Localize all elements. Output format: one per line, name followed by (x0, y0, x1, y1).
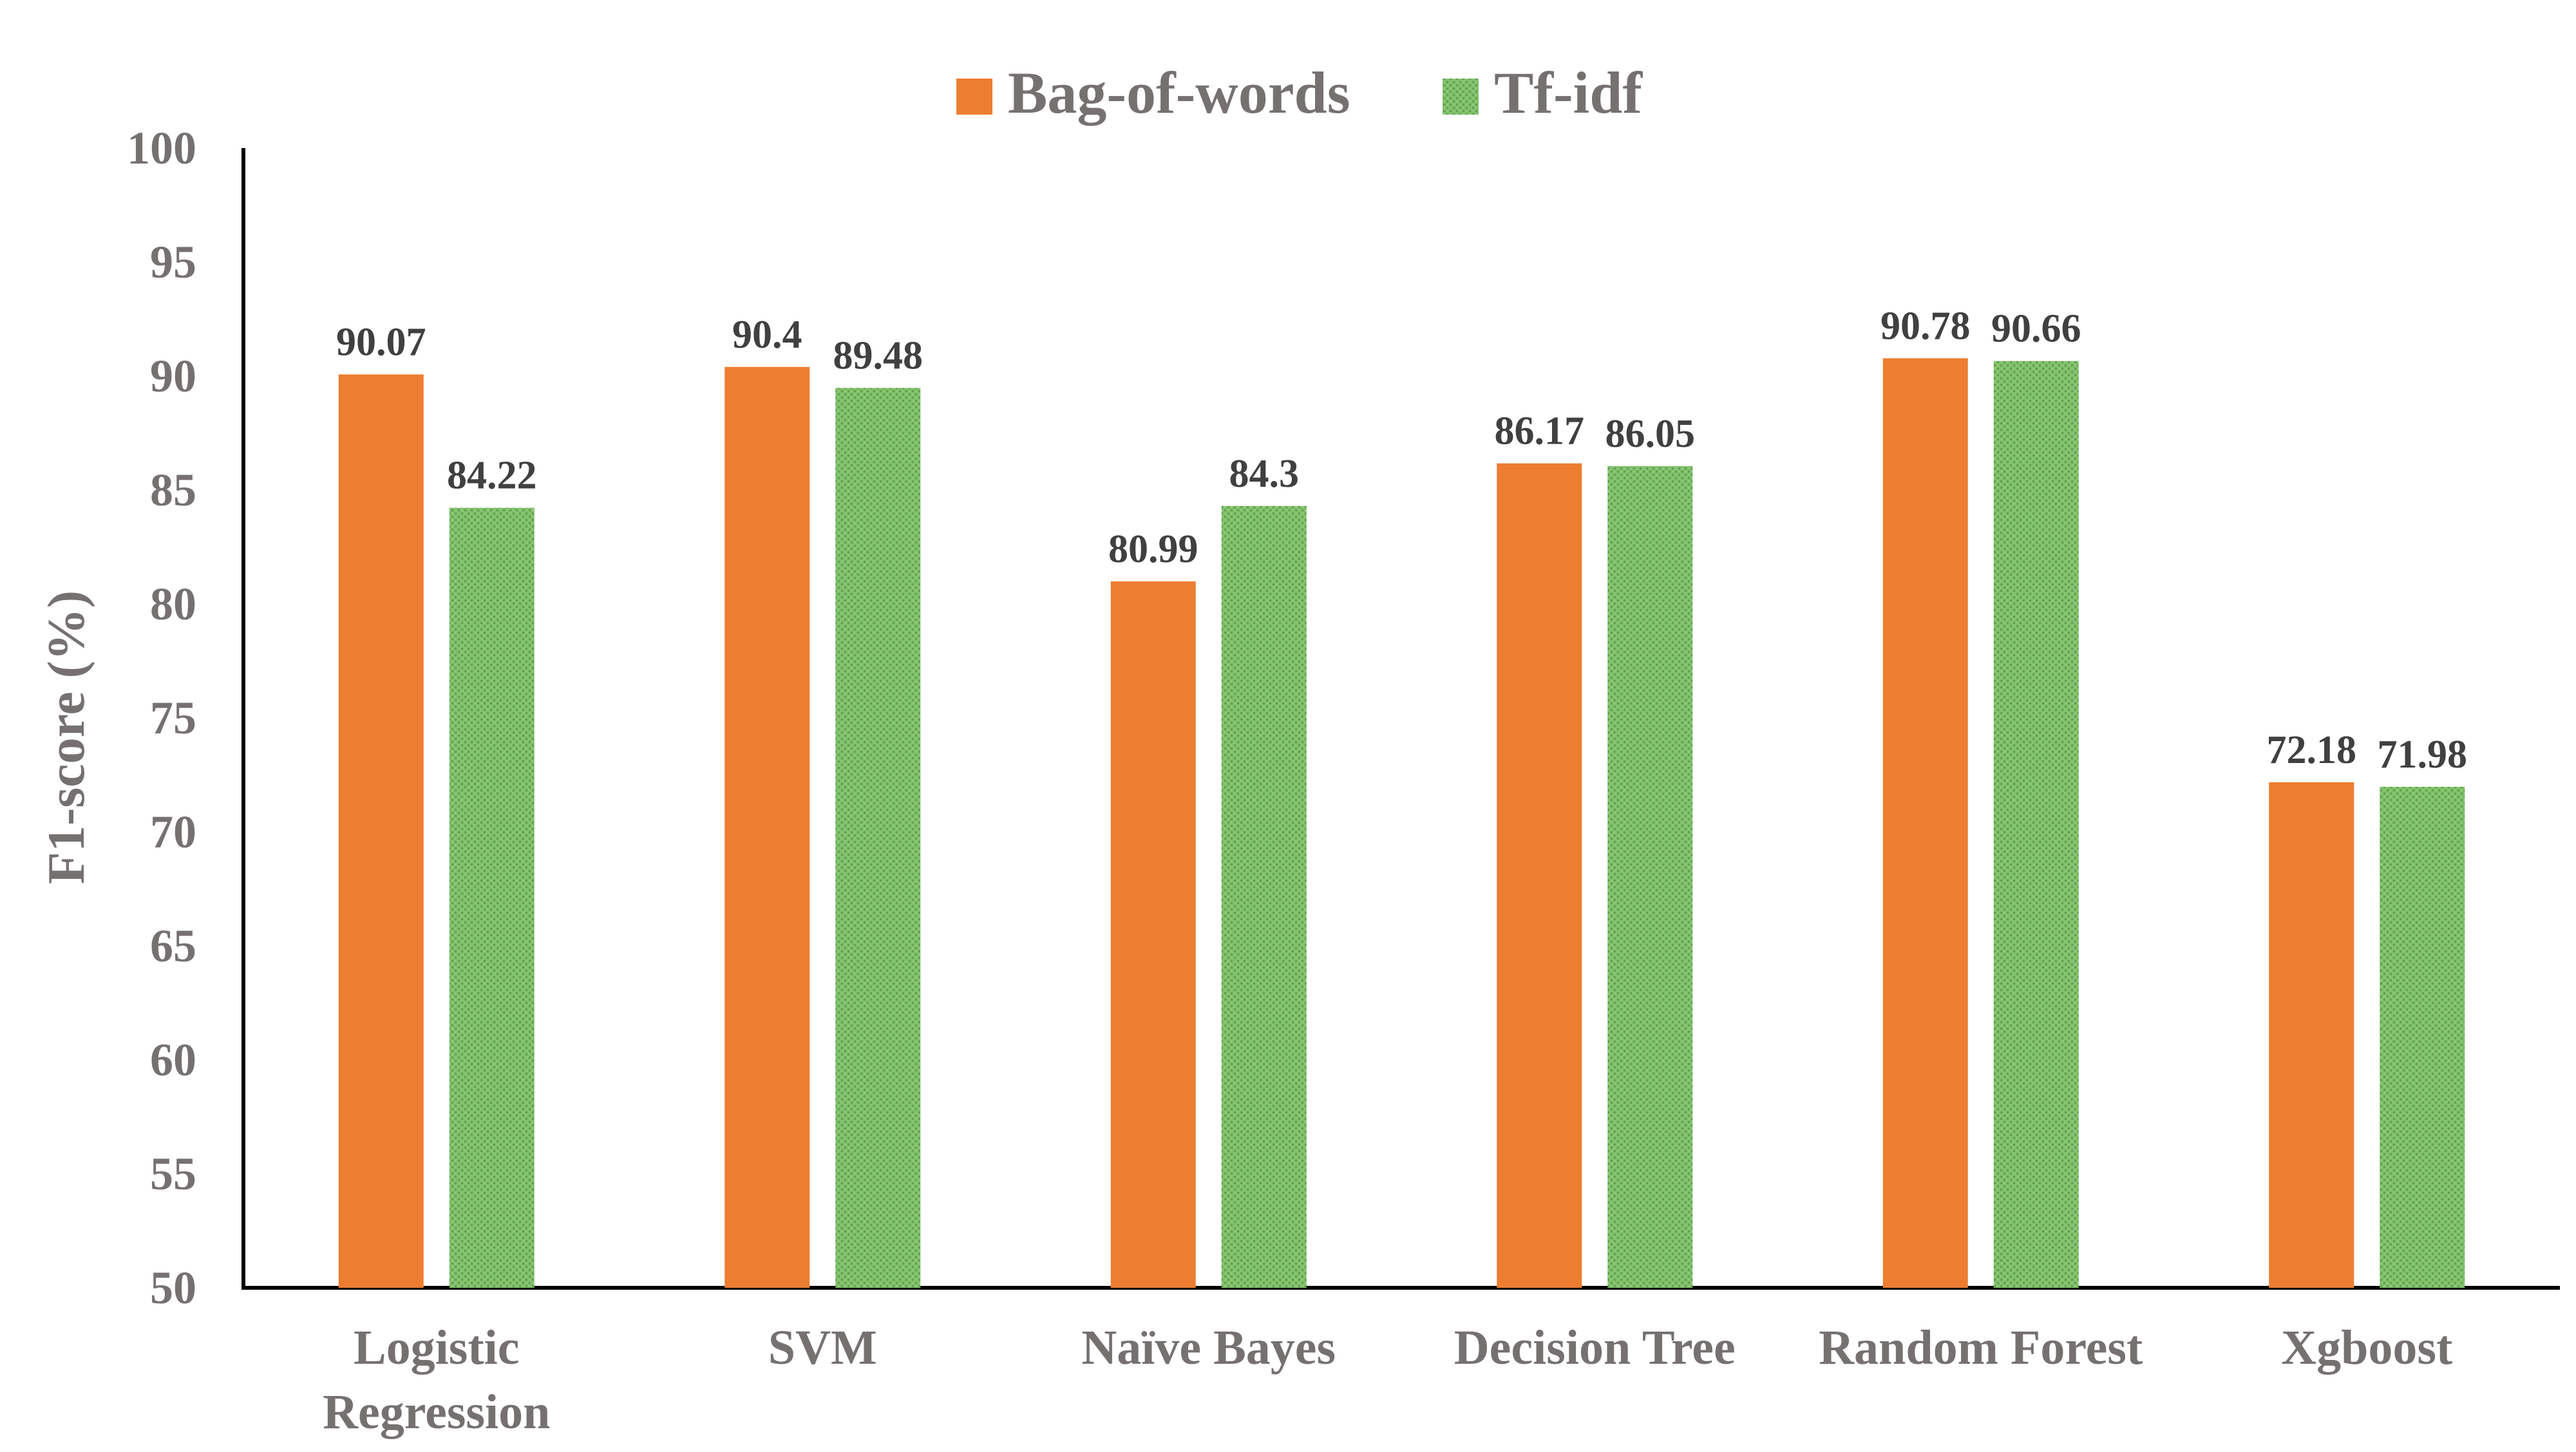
bar-tf-idf (1607, 466, 1693, 1288)
bar-tf-idf (835, 388, 921, 1288)
data-label-tf-idf: 90.66 (1991, 307, 2081, 351)
data-label-tf-idf: 86.05 (1605, 412, 1696, 456)
bar-bag-of-words (1110, 581, 1196, 1288)
x-tick-label: Random Forest (1819, 1321, 2143, 1375)
data-labels: 90.07 84.22 90.4 89.48 80.99 84.3 86.17 86.05 90… (336, 304, 2467, 777)
bar-tf-idf (1221, 505, 1307, 1288)
y-tick-label: 95 (150, 236, 196, 288)
bar-bag-of-words (724, 366, 810, 1288)
legend-tf-idf-swatch (1443, 79, 1479, 115)
x-tick-label: Logistic (354, 1321, 520, 1375)
y-tick-label: 100 (127, 122, 196, 174)
bar-tf-idf (449, 507, 535, 1288)
x-tick-label: SVM (768, 1321, 877, 1375)
legend-bag-of-words-label: Bag-of-words (1008, 60, 1350, 126)
x-tick-label: Regression (323, 1385, 550, 1439)
y-tick-label: 60 (150, 1034, 196, 1086)
bars (338, 358, 2465, 1288)
y-axis-title: F1-score (%) (37, 590, 95, 884)
data-label-tf-idf: 84.22 (447, 454, 537, 498)
y-tick-label: 55 (150, 1148, 196, 1200)
bar-bag-of-words (1882, 358, 1968, 1288)
x-tick-label: Xgboost (2281, 1321, 2452, 1375)
y-tick-label: 90 (150, 350, 196, 402)
data-label-bag-of-words: 80.99 (1108, 527, 1198, 571)
bar-bag-of-words (2269, 782, 2354, 1288)
data-label-bag-of-words: 86.17 (1495, 410, 1585, 453)
bar-bag-of-words (338, 374, 424, 1288)
data-label-bag-of-words: 72.18 (2267, 728, 2357, 772)
y-tick-label: 85 (150, 464, 196, 516)
y-tick-label: 70 (150, 806, 196, 858)
bar-tf-idf (1993, 361, 2079, 1288)
legend-bag-of-words-swatch (956, 79, 992, 115)
bar-bag-of-words (1497, 463, 1582, 1288)
data-label-bag-of-words: 90.4 (732, 313, 802, 357)
legend: Bag-of-words Tf-idf (956, 60, 1643, 126)
x-tick-label: Naïve Bayes (1081, 1321, 1336, 1375)
data-label-bag-of-words: 90.07 (336, 321, 426, 364)
data-label-bag-of-words: 90.78 (1880, 304, 1971, 348)
legend-tf-idf-label: Tf-idf (1494, 60, 1643, 126)
axes: 50 55 60 65 70 75 80 85 90 95 100 Logistic Regressio… (127, 122, 2560, 1439)
y-tick-label: 75 (150, 692, 196, 744)
data-label-tf-idf: 84.3 (1229, 452, 1300, 496)
data-label-tf-idf: 71.98 (2378, 733, 2468, 777)
bar-tf-idf (2380, 786, 2465, 1288)
data-label-tf-idf: 89.48 (833, 334, 923, 377)
y-tick-label: 80 (150, 578, 196, 630)
y-tick-label: 65 (150, 920, 196, 972)
x-tick-label: Decision Tree (1454, 1321, 1736, 1375)
y-tick-label: 50 (150, 1262, 196, 1314)
